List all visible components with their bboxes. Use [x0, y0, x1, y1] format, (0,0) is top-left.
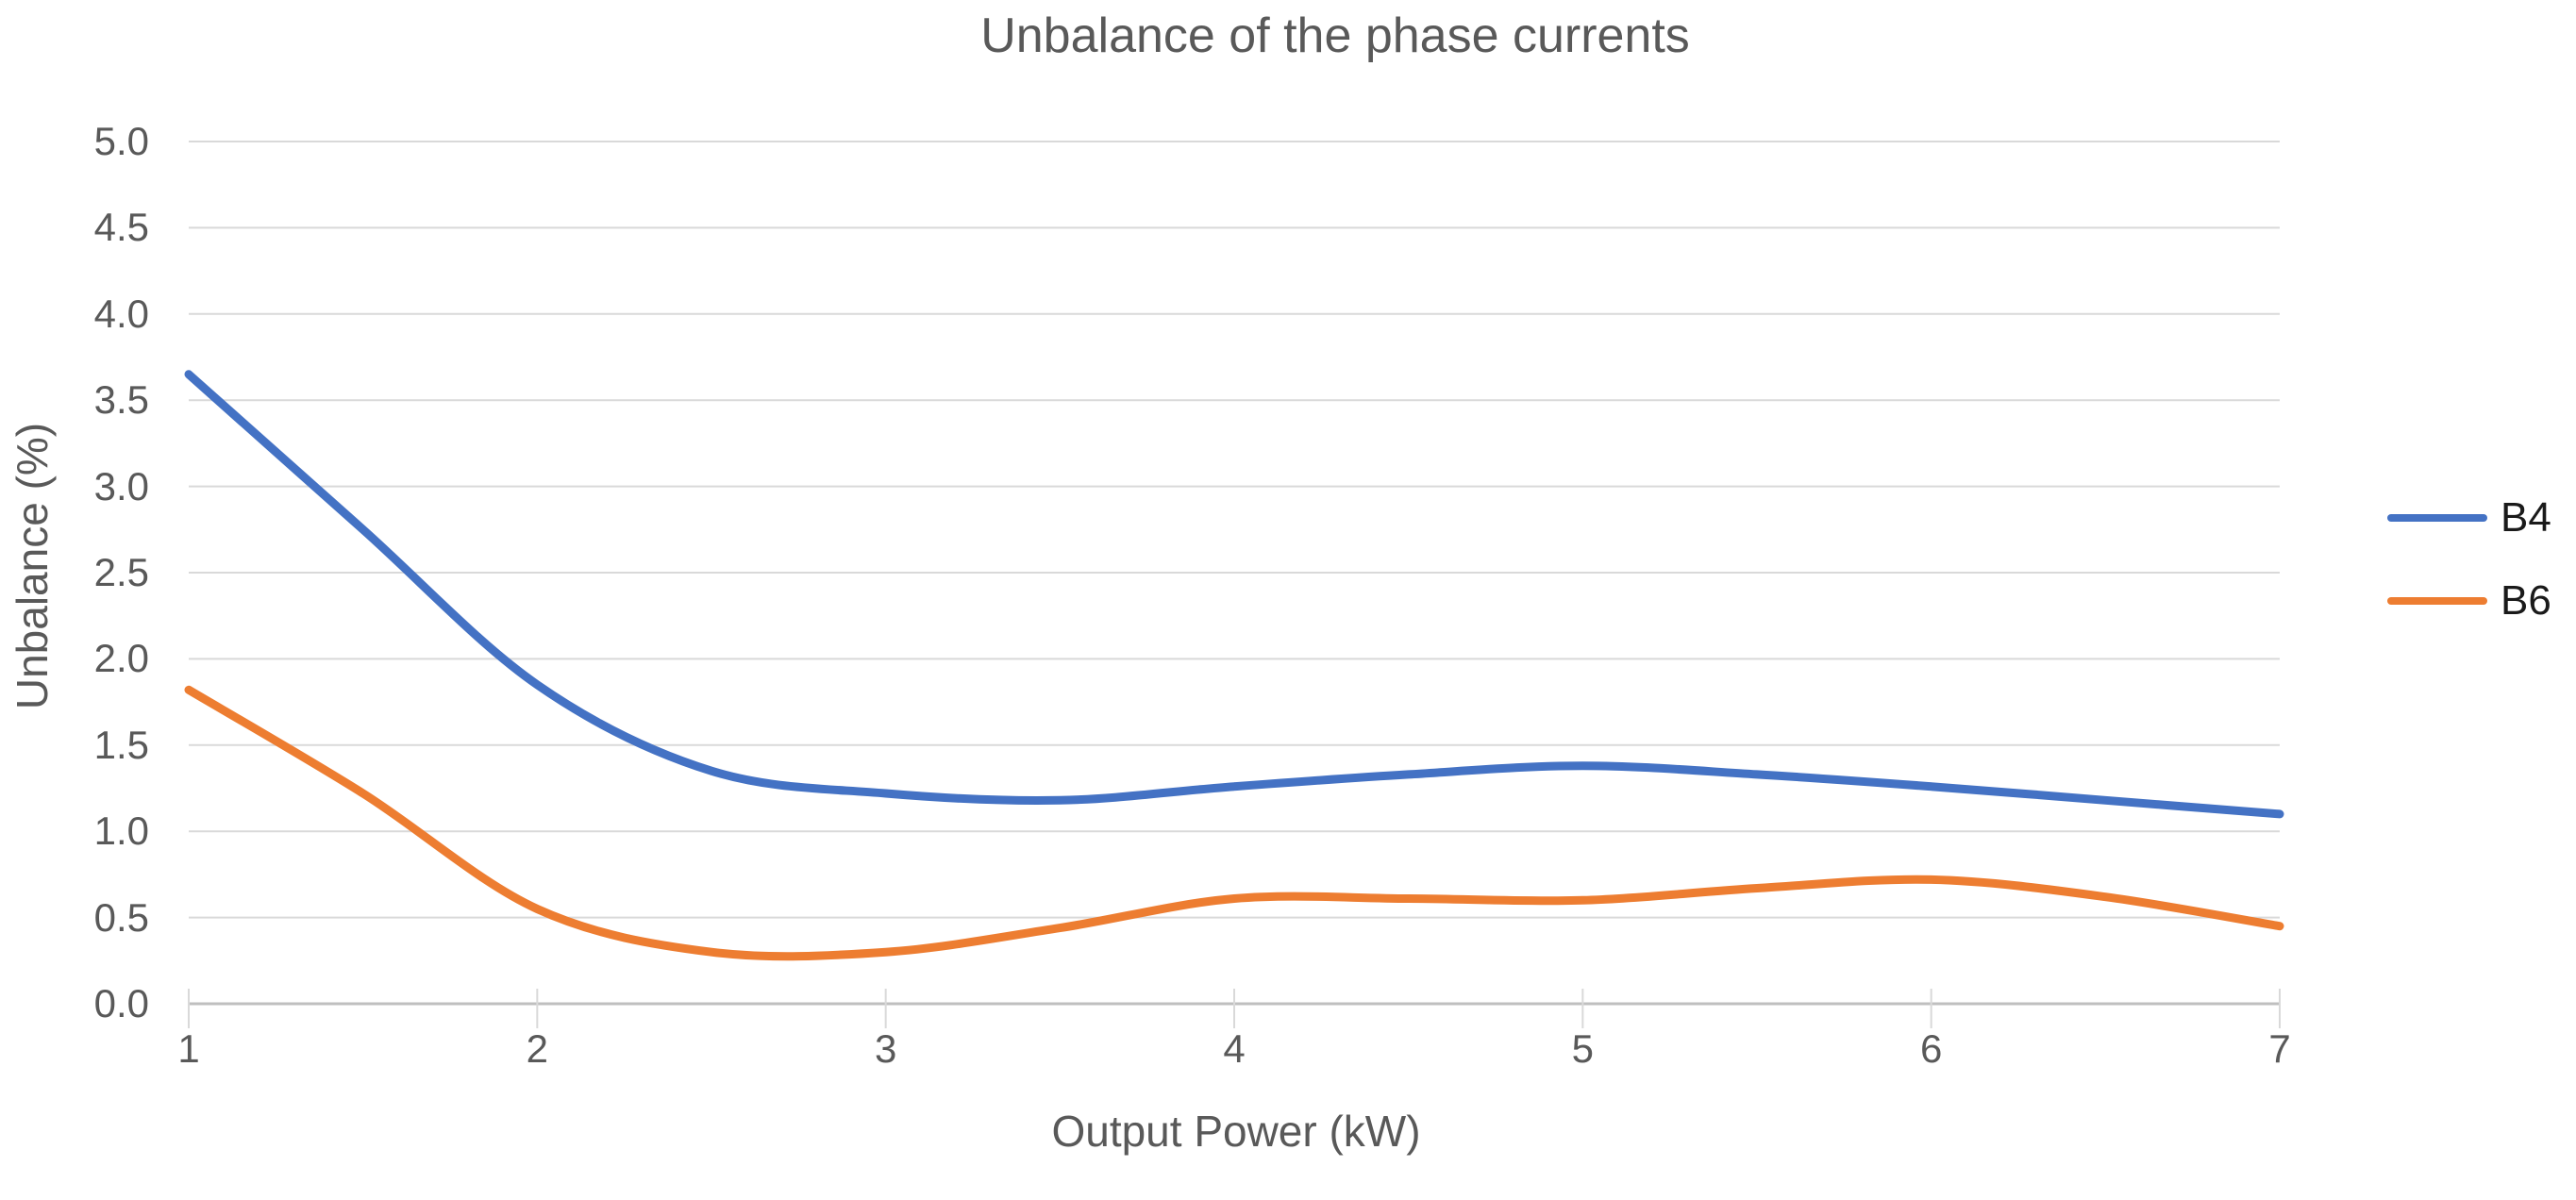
- y-tick-label: 3.0: [93, 463, 149, 508]
- y-tick-label: 4.5: [93, 205, 149, 250]
- y-tick-label: 5.0: [93, 119, 149, 163]
- legend-entry-B6: B6: [2387, 559, 2551, 642]
- y-tick-label: 0.0: [93, 981, 149, 1025]
- y-tick-label: 2.5: [93, 550, 149, 594]
- y-tick-label: 1.5: [93, 722, 149, 767]
- legend-line-swatch-B6: [2387, 597, 2487, 605]
- legend-label: B6: [2501, 577, 2551, 624]
- y-tick-label: 3.5: [93, 377, 149, 423]
- legend-line-swatch-B4: [2387, 514, 2487, 522]
- x-axis-title: Output Power (kW): [1051, 1107, 1421, 1156]
- x-tick-label: 4: [1223, 1026, 1246, 1071]
- chart-title: Unbalance of the phase currents: [980, 8, 1690, 63]
- y-tick-label: 4.0: [93, 291, 149, 336]
- x-tick-label: 1: [177, 1026, 200, 1071]
- x-tick-label: 5: [1571, 1026, 1594, 1071]
- legend-label: B4: [2501, 494, 2551, 541]
- legend: B4 B6: [2387, 476, 2551, 642]
- y-tick-label: 2.0: [93, 636, 149, 681]
- x-tick-label: 6: [1919, 1026, 1943, 1071]
- x-tick-label: 3: [874, 1026, 897, 1071]
- y-axis-title: Unbalance (%): [8, 422, 57, 710]
- y-tick-label: 1.0: [93, 808, 149, 854]
- series-line-B4: [184, 370, 2284, 819]
- y-tick-label: 0.5: [93, 894, 149, 940]
- legend-entry-B4: B4: [2387, 476, 2551, 559]
- x-tick-label: 7: [2268, 1026, 2291, 1071]
- series-line-B6: [184, 685, 2284, 961]
- x-tick-label: 2: [526, 1026, 548, 1071]
